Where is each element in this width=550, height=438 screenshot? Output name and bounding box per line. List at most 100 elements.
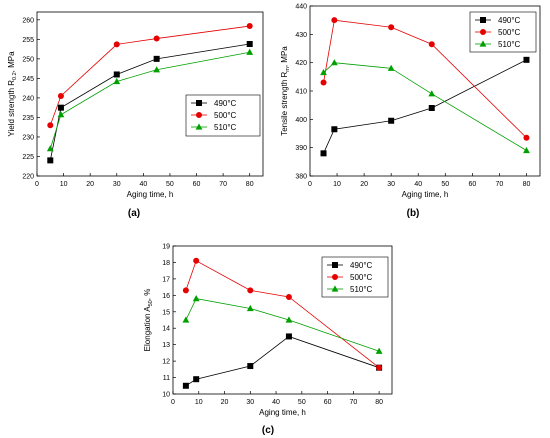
x-tick-label: 0 [35, 181, 39, 188]
data-point [523, 56, 530, 63]
x-tick-label: 30 [387, 181, 395, 188]
data-point [285, 316, 293, 323]
data-point [428, 41, 435, 48]
y-tick-label: 11 [163, 375, 170, 382]
data-point [47, 157, 54, 164]
y-tick-label: 380 [295, 174, 307, 181]
x-axis-label: Aging time, h [402, 190, 449, 199]
data-point [247, 287, 254, 294]
x-tick-label: 70 [349, 399, 357, 406]
panel-label: (c) [262, 425, 274, 436]
data-point [285, 293, 292, 300]
legend-marker [480, 17, 486, 23]
y-tick-label: 250 [22, 56, 34, 63]
plot-frame [36, 11, 264, 177]
legend-marker [331, 285, 339, 292]
legend-marker [479, 40, 487, 47]
legend-marker [480, 29, 486, 35]
data-point [320, 79, 327, 86]
legend: 490°C 500°C 510°C [185, 94, 261, 137]
panel-label: (b) [407, 208, 420, 219]
legend-marker [196, 100, 202, 106]
y-tick-label: 13 [162, 342, 170, 349]
data-point [113, 71, 120, 78]
y-axis-label: Tensile strength Rm, MPa [280, 46, 291, 136]
data-point [387, 64, 395, 71]
legend-label: 510°C [350, 285, 373, 294]
data-point [153, 55, 160, 62]
data-point [247, 363, 254, 370]
data-point [523, 146, 530, 154]
data-point [57, 92, 64, 99]
series-500°C [47, 23, 253, 129]
x-tick-label: 80 [523, 181, 531, 188]
data-point [331, 126, 338, 133]
series-line [323, 59, 527, 154]
x-tick-label: 70 [219, 181, 227, 188]
series-line [185, 298, 380, 352]
x-tick-label: 0 [308, 181, 312, 188]
y-tick-label: 245 [22, 76, 34, 83]
y-tick-label: 430 [295, 32, 307, 39]
x-tick-label: 40 [414, 181, 422, 188]
plot-frame [172, 245, 393, 395]
y-tick-label: 12 [162, 359, 170, 366]
data-point [388, 117, 395, 124]
x-tick-label: 60 [324, 399, 332, 406]
data-point [523, 134, 530, 141]
y-tick-label: 10 [162, 392, 170, 399]
data-point [331, 17, 338, 24]
legend-label: 500°C [214, 111, 237, 120]
x-tick-label: 60 [468, 181, 476, 188]
series-510°C [46, 48, 254, 152]
data-point [182, 316, 190, 323]
y-tick-label: 420 [295, 60, 307, 67]
chart-panel-2: 0 10 20 30 40 50 60 70 80 380 390 400 410 420 430 440 Ag… [280, 4, 541, 219]
legend-marker [195, 123, 203, 130]
x-tick-label: 20 [86, 181, 94, 188]
y-tick-label: 230 [22, 134, 34, 141]
x-tick-label: 30 [246, 399, 254, 406]
series-510°C [182, 295, 383, 354]
data-point [153, 35, 160, 42]
data-point [428, 105, 435, 111]
data-point [57, 111, 65, 118]
data-point [330, 59, 338, 66]
data-point [376, 364, 383, 371]
x-tick-label: 50 [441, 181, 449, 188]
x-tick-label: 40 [272, 399, 280, 406]
legend: 490°C 500°C 510°C [469, 11, 537, 53]
data-point [246, 23, 253, 30]
y-tick-label: 240 [22, 95, 34, 102]
data-point [192, 295, 200, 302]
data-point [285, 333, 292, 340]
series-510°C [320, 59, 530, 154]
data-point [46, 145, 54, 152]
x-tick-label: 0 [171, 399, 175, 406]
legend-label: 500°C [350, 273, 373, 282]
y-tick-label: 410 [295, 89, 307, 96]
y-tick-label: 260 [22, 17, 34, 24]
data-point [375, 347, 383, 354]
data-point [388, 24, 395, 31]
data-point [320, 68, 327, 76]
data-point [182, 287, 189, 294]
data-point [193, 376, 200, 383]
data-point [320, 150, 327, 157]
legend-marker [332, 274, 338, 280]
y-tick-label: 400 [295, 117, 307, 124]
x-tick-label: 30 [113, 181, 121, 188]
x-tick-label: 40 [139, 181, 147, 188]
x-tick-label: 20 [360, 181, 368, 188]
data-point [113, 41, 120, 48]
data-point [246, 48, 254, 55]
y-tick-label: 440 [295, 4, 307, 11]
chart-panel-1: 0 10 20 30 40 50 60 70 80 220 225 230 235 240 245 250 25… [7, 11, 264, 219]
data-point [113, 77, 121, 85]
x-tick-label: 10 [195, 399, 203, 406]
y-tick-label: 255 [22, 37, 34, 44]
x-axis-label: Aging time, h [259, 408, 306, 417]
data-point [47, 122, 54, 129]
data-point [182, 382, 189, 389]
